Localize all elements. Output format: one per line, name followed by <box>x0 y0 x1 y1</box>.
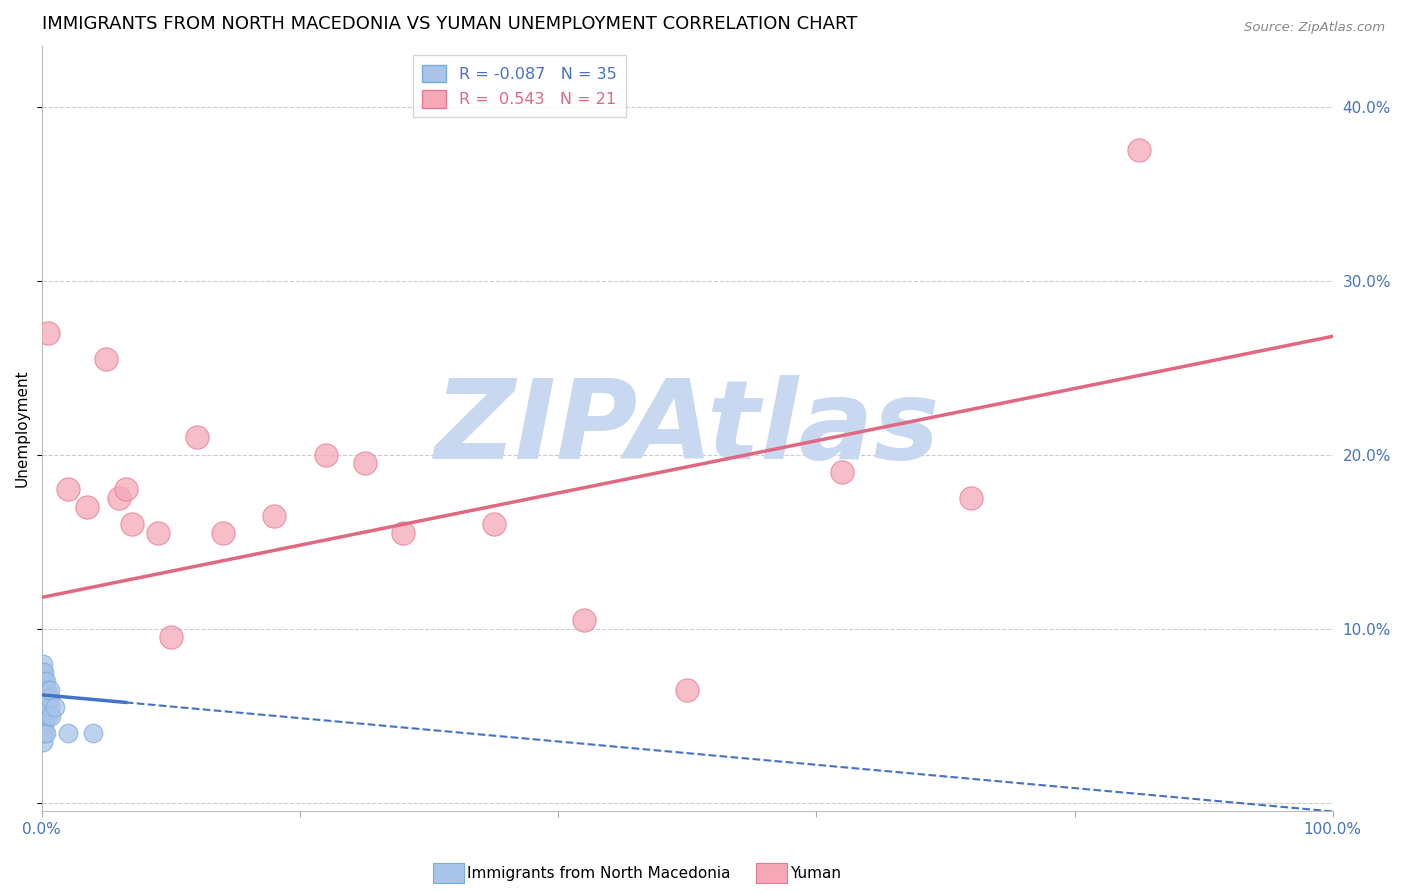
Point <box>32 700 55 714</box>
Point <box>34 673 56 688</box>
Point <box>32 691 55 706</box>
Point <box>34 717 56 731</box>
Point <box>392 526 415 541</box>
Point <box>34 726 56 740</box>
Point <box>76 500 98 514</box>
Point <box>353 456 375 470</box>
Point <box>263 508 285 523</box>
Point <box>121 517 143 532</box>
Point <box>572 613 595 627</box>
Point <box>160 631 183 645</box>
Point <box>32 726 55 740</box>
Y-axis label: Unemployment: Unemployment <box>15 370 30 487</box>
Point <box>34 673 56 688</box>
Point <box>32 717 55 731</box>
Point <box>56 483 79 497</box>
Point <box>831 465 853 479</box>
Point <box>34 682 56 697</box>
Point <box>34 691 56 706</box>
Point <box>35 682 58 697</box>
Text: Source: ZipAtlas.com: Source: ZipAtlas.com <box>1244 21 1385 34</box>
Point <box>211 526 233 541</box>
Point <box>39 708 62 723</box>
Point <box>38 691 60 706</box>
Point <box>34 708 56 723</box>
Point <box>32 657 55 671</box>
Text: IMMIGRANTS FROM NORTH MACEDONIA VS YUMAN UNEMPLOYMENT CORRELATION CHART: IMMIGRANTS FROM NORTH MACEDONIA VS YUMAN… <box>42 15 858 33</box>
Point <box>108 491 131 505</box>
Point <box>315 448 337 462</box>
Text: Immigrants from North Macedonia: Immigrants from North Macedonia <box>467 866 730 880</box>
Point <box>1128 143 1150 157</box>
Point <box>676 682 699 697</box>
Point <box>146 526 169 541</box>
Point <box>56 726 79 740</box>
Point <box>482 517 505 532</box>
Text: ZIPAtlas: ZIPAtlas <box>434 375 941 482</box>
Point <box>32 708 55 723</box>
Point <box>32 682 55 697</box>
Point <box>35 691 58 706</box>
Point <box>34 726 56 740</box>
Point <box>82 726 104 740</box>
Point <box>960 491 983 505</box>
Point <box>34 700 56 714</box>
Text: Yuman: Yuman <box>790 866 841 880</box>
Point <box>32 735 55 749</box>
Point <box>96 351 118 366</box>
Point <box>37 326 59 340</box>
Point <box>37 691 59 706</box>
Point <box>35 700 58 714</box>
Point <box>34 665 56 680</box>
Point <box>32 665 55 680</box>
Point <box>114 483 136 497</box>
Legend: R = -0.087   N = 35, R =  0.543   N = 21: R = -0.087 N = 35, R = 0.543 N = 21 <box>412 55 626 117</box>
Point <box>34 700 56 714</box>
Point <box>44 700 66 714</box>
Point <box>38 700 60 714</box>
Point <box>32 673 55 688</box>
Point <box>34 708 56 723</box>
Point <box>34 691 56 706</box>
Point <box>37 708 59 723</box>
Point <box>38 682 60 697</box>
Point <box>186 430 208 444</box>
